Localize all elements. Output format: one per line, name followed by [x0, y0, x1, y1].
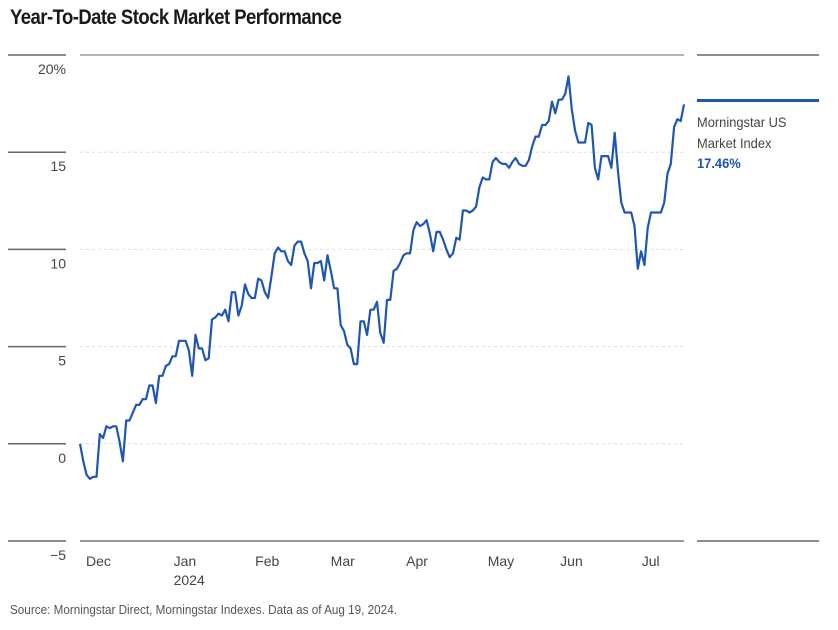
x-tick-label: Jun — [560, 553, 583, 569]
y-tick-label: −5 — [50, 547, 66, 563]
legend-swatch — [697, 99, 819, 102]
x-tick-label: Jan — [174, 553, 197, 569]
x-tick-label: May — [488, 553, 514, 569]
x-tick-label: Jul — [642, 553, 660, 569]
gridlines — [80, 151, 684, 445]
series-layer — [78, 75, 686, 480]
axis-lines — [8, 54, 819, 542]
legend-series-name: Morningstar US Market Index — [697, 112, 826, 154]
source-note: Source: Morningstar Direct, Morningstar … — [10, 602, 397, 617]
x-tick-label: Feb — [255, 553, 279, 569]
y-tick-label: 20% — [38, 61, 66, 77]
y-tick-label: 5 — [58, 353, 66, 369]
x-tick-label: Mar — [331, 553, 355, 569]
x-tick-sublabel: 2024 — [174, 572, 205, 588]
series-line-0 — [78, 75, 686, 480]
x-tick-label: Dec — [86, 553, 111, 569]
chart-title: Year-To-Date Stock Market Performance — [10, 6, 342, 29]
legend-series-value: 17.46% — [697, 155, 741, 171]
y-tick-label: 0 — [58, 450, 66, 466]
x-axis-ticks: Dec Jan 2024 Feb Mar Apr May Jun Jul — [86, 553, 660, 588]
y-axis-ticks: 20% 15 10 5 0 −5 — [8, 61, 66, 563]
legend: Morningstar US Market Index 17.46% — [697, 99, 819, 172]
y-tick-label: 15 — [50, 158, 66, 174]
legend-series-name-line2: Market Index — [697, 135, 772, 151]
legend-series-name-line1: Morningstar US — [697, 114, 787, 130]
x-tick-label: Apr — [406, 553, 428, 569]
y-tick-label: 10 — [50, 255, 66, 271]
